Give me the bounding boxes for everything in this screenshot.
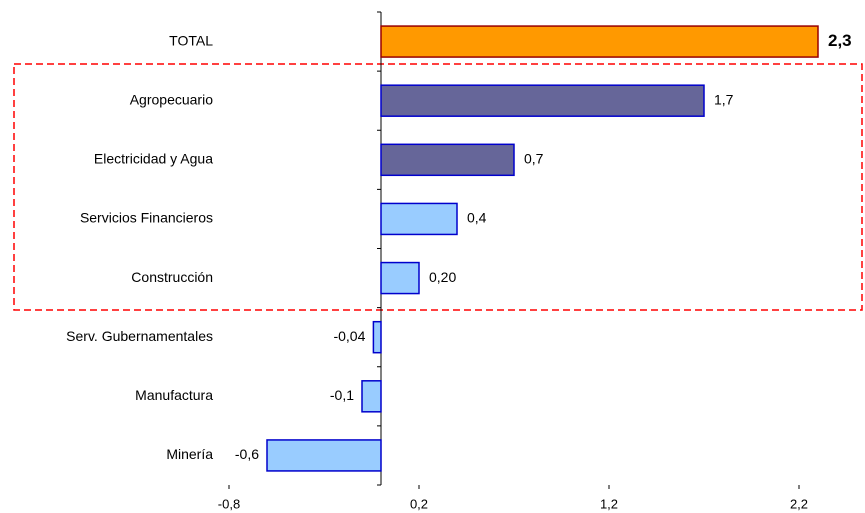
value-label: 1,7: [714, 91, 734, 107]
category-label: Manufactura: [135, 387, 213, 403]
bar: [380, 143, 515, 177]
category-label: Servicios Financieros: [80, 210, 213, 226]
x-tick-label: 2,2: [790, 496, 808, 511]
x-tick-label: -0,8: [218, 496, 240, 511]
category-label: TOTAL: [169, 32, 213, 48]
category-label: Agropecuario: [130, 91, 213, 107]
value-label: 0,7: [524, 151, 544, 167]
x-tick-label: 0,2: [410, 496, 428, 511]
bar: [361, 380, 382, 413]
highlight-box: [13, 63, 863, 311]
value-label: 0,4: [467, 210, 487, 226]
bar: [380, 84, 705, 117]
category-label: Serv. Gubernamentales: [66, 328, 213, 344]
value-label: -0,1: [330, 387, 354, 403]
category-label: Construcción: [131, 269, 213, 285]
bar: [380, 261, 420, 295]
value-label: -0,6: [235, 446, 259, 462]
bar: [380, 202, 458, 236]
value-label: 0,20: [429, 269, 456, 285]
category-label: Electricidad y Agua: [94, 151, 213, 167]
value-label: 2,3: [828, 31, 852, 50]
bar: [380, 25, 819, 58]
x-tick-label: 1,2: [600, 496, 618, 511]
value-label: -0,04: [333, 328, 365, 344]
bar: [372, 320, 382, 354]
category-label: Minería: [166, 446, 213, 462]
bar: [266, 439, 382, 472]
